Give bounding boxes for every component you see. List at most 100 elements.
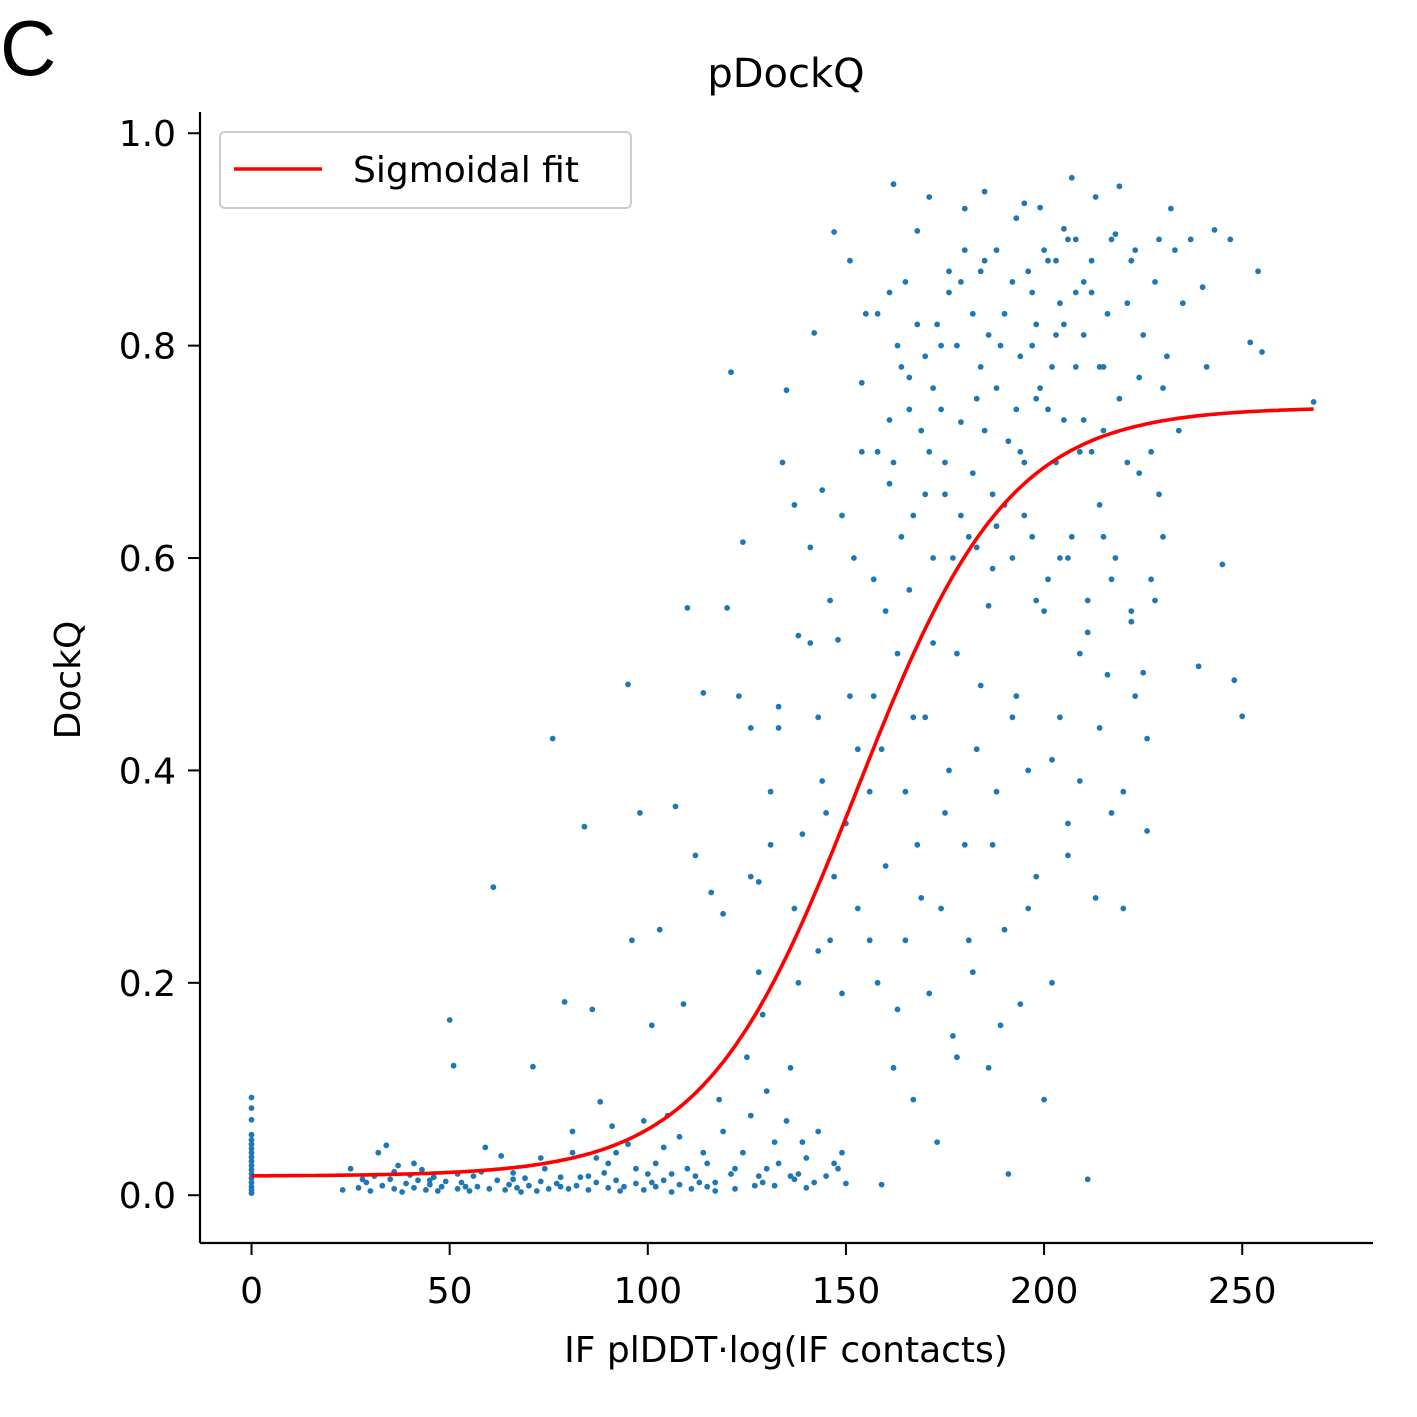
scatter-point [1255,268,1261,275]
scatter-point [906,406,913,413]
scatter-point [1084,629,1091,636]
scatter-point [1140,332,1147,338]
scatter-point [672,803,679,810]
scatter-point [704,1160,711,1167]
scatter-point [755,969,762,976]
scatter-point [740,539,746,545]
scatter-point [688,1185,695,1192]
scatter-point [1247,339,1254,346]
scatter-point [248,1145,255,1152]
scatter-point [930,555,936,561]
scatter-point [882,608,889,614]
scatter-point [1156,236,1162,243]
scatter-point [1029,533,1036,540]
scatter-point [819,778,826,784]
scatter-point [474,1183,481,1190]
scatter-point [1029,289,1036,296]
scatter-point [827,597,833,604]
scatter-point [533,1188,540,1194]
scatter-point [1025,905,1032,912]
scatter-point [1128,608,1135,614]
scatter-point [926,194,933,200]
scatter-point [898,533,905,540]
scatter-point [696,1179,703,1186]
scatter-point [1108,810,1115,816]
scatter-point [561,999,568,1005]
scatter-point [1021,459,1028,466]
y-axis-ticks: 0.0 0.2 0.4 0.6 0.8 1.0 [119,114,200,1217]
scatter-point [248,1179,255,1186]
scatter-point [648,1022,655,1029]
scatter-point [537,1155,544,1161]
scatter-point [847,693,853,699]
scatter-point [969,470,976,476]
legend-box [219,131,632,209]
scatter-point [1084,1176,1091,1183]
scatter-point [1033,597,1040,604]
scatter-point [969,310,976,317]
scatter-point [585,1173,592,1179]
scatter-point [870,576,877,583]
scatter-point [874,448,881,455]
scatter-point [565,1185,572,1192]
scatter-point [839,512,845,519]
scatter-point [1057,555,1063,561]
scatter-point [993,385,1000,391]
scatter-point [886,289,893,296]
scatter-point [530,1063,536,1070]
scatter-point [625,1141,631,1148]
scatter-point [965,937,972,944]
scatter-point [1175,427,1182,434]
scatter-point [593,1179,600,1186]
scatter-point [248,1166,255,1173]
scatter-point [958,512,964,519]
scatter-point [1009,279,1016,285]
scatter-point [379,1182,386,1189]
scatter-point [843,1180,849,1187]
scatter-point [629,937,635,944]
scatter-point [1080,332,1087,338]
scatter-point [997,342,1004,349]
scatter-point [799,831,806,837]
scatter-point [1001,310,1008,317]
scatter-point [605,1184,612,1191]
scatter-point [854,746,861,753]
y-tick-label: 0.2 [119,964,176,1005]
scatter-point [787,1064,794,1071]
scatter-point [755,1173,762,1179]
scatter-point [973,395,980,402]
scatter-point [1080,417,1087,423]
scatter-point [886,417,893,423]
scatter-point [791,502,798,508]
scatter-point [1045,576,1051,583]
scatter-point [502,1187,508,1193]
scatter-point [1005,1171,1012,1177]
scatter-point [446,1017,453,1023]
scatter-point [1160,385,1166,391]
scatter-point [914,228,921,234]
scatter-point [878,746,885,753]
x-tick-label: 50 [427,1271,473,1312]
scatter-point [498,1153,505,1159]
scatter-point [1009,555,1016,561]
x-axis-ticks: 0 50 100 150 200 250 [240,1243,1277,1312]
scatter-point [1061,321,1067,328]
scatter-point [1033,395,1040,402]
scatter-point [835,636,841,643]
scatter-point [870,693,877,699]
scatter-point [692,852,699,859]
scatter-point [755,879,762,885]
scatter-point [1132,247,1139,254]
scatter-point [1219,561,1226,568]
scatter-point [363,1179,370,1186]
scatter-point [958,419,964,425]
scatter-point [803,1184,810,1191]
scatter-point [1096,502,1103,508]
scatter-point [1104,310,1111,317]
scatter-point [248,1105,255,1111]
scatter-point [415,1177,421,1184]
scatter-point [747,1112,754,1119]
scatter-point [1203,364,1210,370]
scatter-point [518,1189,524,1195]
scatter-point [831,1160,837,1167]
